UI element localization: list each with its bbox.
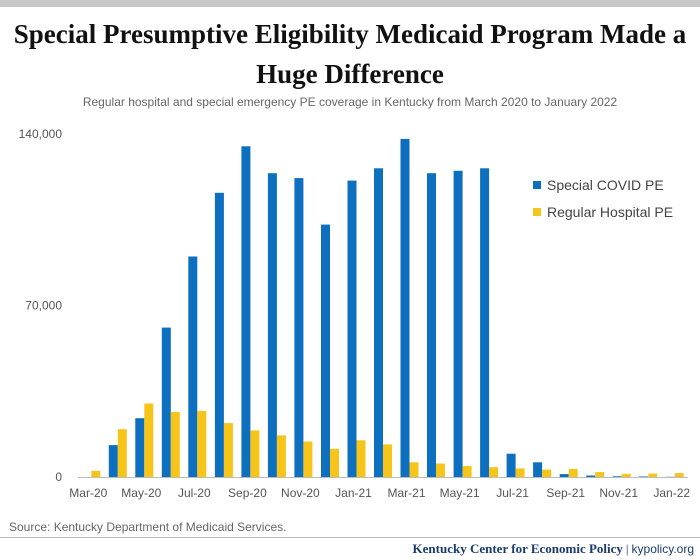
footer-divider bbox=[0, 537, 700, 538]
bar-regular-pe bbox=[117, 429, 127, 477]
bar-covid-pe bbox=[294, 178, 304, 477]
bar-regular-pe bbox=[250, 430, 260, 477]
footer-org: Kentucky Center for Economic Policy bbox=[412, 541, 623, 556]
bar-covid-pe bbox=[586, 475, 596, 477]
x-tick-label: Mar-21 bbox=[387, 486, 425, 500]
bar-regular-pe bbox=[568, 468, 578, 477]
legend-swatch bbox=[533, 181, 541, 189]
bar-regular-pe bbox=[276, 435, 286, 477]
bar-covid-pe bbox=[612, 476, 622, 477]
x-tick-label: Sep-20 bbox=[228, 486, 267, 500]
bar-regular-pe bbox=[144, 403, 154, 477]
footer-site: kypolicy.org bbox=[631, 542, 694, 556]
bar-regular-pe bbox=[356, 440, 366, 478]
bar-covid-pe bbox=[188, 256, 198, 477]
chart-subtitle: Regular hospital and special emergency P… bbox=[82, 95, 618, 109]
y-tick-label: 70,000 bbox=[25, 299, 62, 313]
bar-regular-pe bbox=[436, 463, 445, 477]
bar-regular-pe bbox=[409, 462, 419, 477]
bar-regular-pe bbox=[489, 467, 499, 477]
y-tick-label: 140,000 bbox=[19, 127, 63, 141]
bar-regular-pe bbox=[621, 473, 631, 477]
x-tick-label: Sep-21 bbox=[546, 486, 585, 500]
x-tick-label: Nov-21 bbox=[599, 486, 638, 500]
source-note: Source: Kentucky Department of Medicaid … bbox=[9, 520, 287, 534]
bar-regular-pe bbox=[462, 466, 472, 477]
bar-covid-pe bbox=[639, 476, 649, 477]
bar-covid-pe bbox=[321, 224, 330, 477]
bar-regular-pe bbox=[91, 470, 101, 477]
bar-covid-pe bbox=[241, 146, 251, 478]
bar-regular-pe bbox=[170, 412, 180, 477]
x-tick-label: Mar-20 bbox=[69, 486, 107, 500]
x-tick-label: Jan-21 bbox=[335, 486, 372, 500]
bar-covid-pe bbox=[427, 173, 436, 477]
bar-regular-pe bbox=[595, 472, 605, 477]
legend-swatch bbox=[533, 208, 541, 216]
footer-separator: | bbox=[625, 541, 629, 556]
bar-covid-pe bbox=[374, 168, 383, 478]
top-rule bbox=[0, 0, 700, 7]
bar-regular-pe bbox=[383, 444, 392, 477]
bar-covid-pe bbox=[108, 445, 118, 477]
bar-covid-pe bbox=[453, 170, 463, 478]
legend-label: Regular Hospital PE bbox=[547, 204, 673, 220]
bar-covid-pe bbox=[135, 418, 145, 477]
bar-regular-pe bbox=[197, 410, 207, 477]
bar-regular-pe bbox=[515, 468, 525, 477]
x-tick-label: May-21 bbox=[440, 486, 480, 500]
bar-covid-pe bbox=[400, 138, 410, 477]
legend-label: Special COVID PE bbox=[547, 177, 664, 193]
x-tick-label: Nov-20 bbox=[281, 486, 320, 500]
bar-covid-pe bbox=[480, 168, 490, 478]
bar-covid-pe bbox=[533, 462, 543, 477]
bar-regular-pe bbox=[330, 448, 339, 477]
x-tick-label: May-20 bbox=[121, 486, 161, 500]
bar-covid-pe bbox=[347, 180, 357, 477]
bar-regular-pe bbox=[223, 423, 233, 477]
y-tick-label: 0 bbox=[55, 470, 62, 484]
bar-regular-pe bbox=[648, 473, 658, 477]
bar-covid-pe bbox=[161, 327, 171, 477]
bar-covid-pe bbox=[214, 192, 224, 478]
x-tick-label: Jul-21 bbox=[496, 486, 529, 500]
page-title: Special Presumptive Eligibility Medicaid… bbox=[13, 19, 687, 89]
bar-regular-pe bbox=[674, 473, 684, 477]
bar-covid-pe bbox=[559, 474, 569, 477]
x-tick-label: Jan-22 bbox=[653, 486, 690, 500]
bar-regular-pe bbox=[542, 469, 552, 477]
footer-credit: Kentucky Center for Economic Policy | kypo… bbox=[413, 541, 694, 557]
bar-covid-pe bbox=[267, 173, 277, 477]
bar-covid-pe bbox=[506, 453, 516, 477]
bar-regular-pe bbox=[303, 441, 313, 477]
x-tick-label: Jul-20 bbox=[178, 486, 211, 500]
